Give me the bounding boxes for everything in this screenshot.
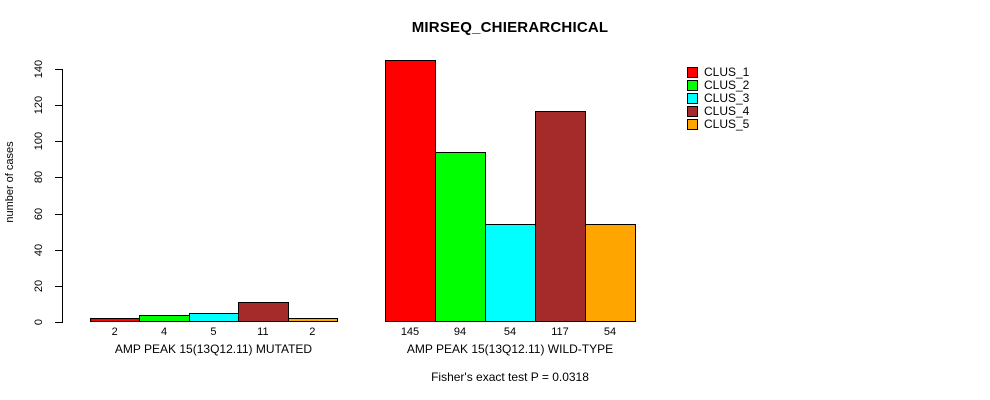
legend-item-label: CLUS_4	[704, 104, 750, 118]
annotation-text: Fisher's exact test P = 0.0318	[431, 370, 589, 384]
bar-clus_2	[435, 152, 486, 322]
chart-title: MIRSEQ_CHIERARCHICAL	[411, 19, 609, 36]
bar-value-label: 4	[161, 326, 168, 338]
legend-swatch-icon	[687, 66, 698, 78]
legend-swatch-icon	[687, 105, 698, 117]
bar-clus_5	[585, 224, 636, 322]
legend-item: CLUS_4	[687, 105, 749, 117]
bar-value-label: 54	[503, 326, 517, 338]
legend-item-label: CLUS_1	[704, 65, 750, 79]
legend-item-label: CLUS_2	[704, 78, 750, 92]
y-tick-mark	[55, 322, 62, 323]
legend-item: CLUS_3	[687, 92, 749, 104]
legend-item: CLUS_2	[687, 79, 749, 91]
legend-item-label: CLUS_5	[704, 117, 750, 131]
bar-value-label: 11	[257, 326, 269, 338]
y-tick-mark	[55, 69, 62, 70]
bar-value-label: 2	[111, 326, 118, 338]
y-tick-label: 120	[33, 95, 45, 115]
bar-clus_5	[287, 318, 338, 322]
legend-item: CLUS_1	[687, 66, 749, 78]
y-axis-line	[62, 69, 63, 323]
y-tick-label: 80	[33, 171, 45, 184]
y-tick-mark	[55, 105, 62, 107]
bar-value-label: 2	[309, 326, 316, 338]
y-tick-label: 20	[33, 279, 45, 293]
y-tick-mark	[55, 249, 62, 251]
bar-value-label: 145	[400, 326, 420, 338]
bar-clus_2	[139, 314, 190, 322]
bar-value-label: 54	[603, 326, 617, 338]
legend-swatch-icon	[687, 79, 698, 91]
bar-clus_3	[485, 224, 536, 322]
x-axis-group-label: AMP PEAK 15(13Q12.11) WILD-TYPE	[406, 342, 614, 356]
bar-clus_1	[90, 318, 141, 322]
y-tick-mark	[55, 285, 62, 287]
bar-clus_1	[385, 60, 436, 322]
legend-swatch-icon	[687, 118, 698, 130]
legend-item: CLUS_5	[687, 118, 749, 130]
y-tick-label: 100	[33, 132, 45, 151]
y-tick-mark	[55, 213, 62, 215]
legend-swatch-icon	[687, 92, 698, 104]
bar-value-label: 117	[551, 326, 569, 338]
x-axis-group-label: AMP PEAK 15(13Q12.11) MUTATED	[114, 342, 313, 356]
y-tick-label: 60	[33, 207, 45, 220]
y-tick-label: 0	[33, 318, 45, 326]
y-tick-label: 140	[33, 59, 45, 79]
y-tick-label: 40	[33, 243, 45, 256]
legend-item-label: CLUS_3	[704, 91, 750, 105]
bar-clus_4	[535, 110, 586, 322]
bar-clus_4	[238, 302, 289, 322]
bar-value-label: 5	[210, 326, 217, 338]
bar-clus_3	[188, 313, 240, 322]
y-tick-mark	[55, 141, 62, 143]
y-axis-label: number of cases	[4, 141, 16, 223]
y-tick-mark	[55, 177, 62, 179]
bar-value-label: 94	[453, 326, 467, 338]
